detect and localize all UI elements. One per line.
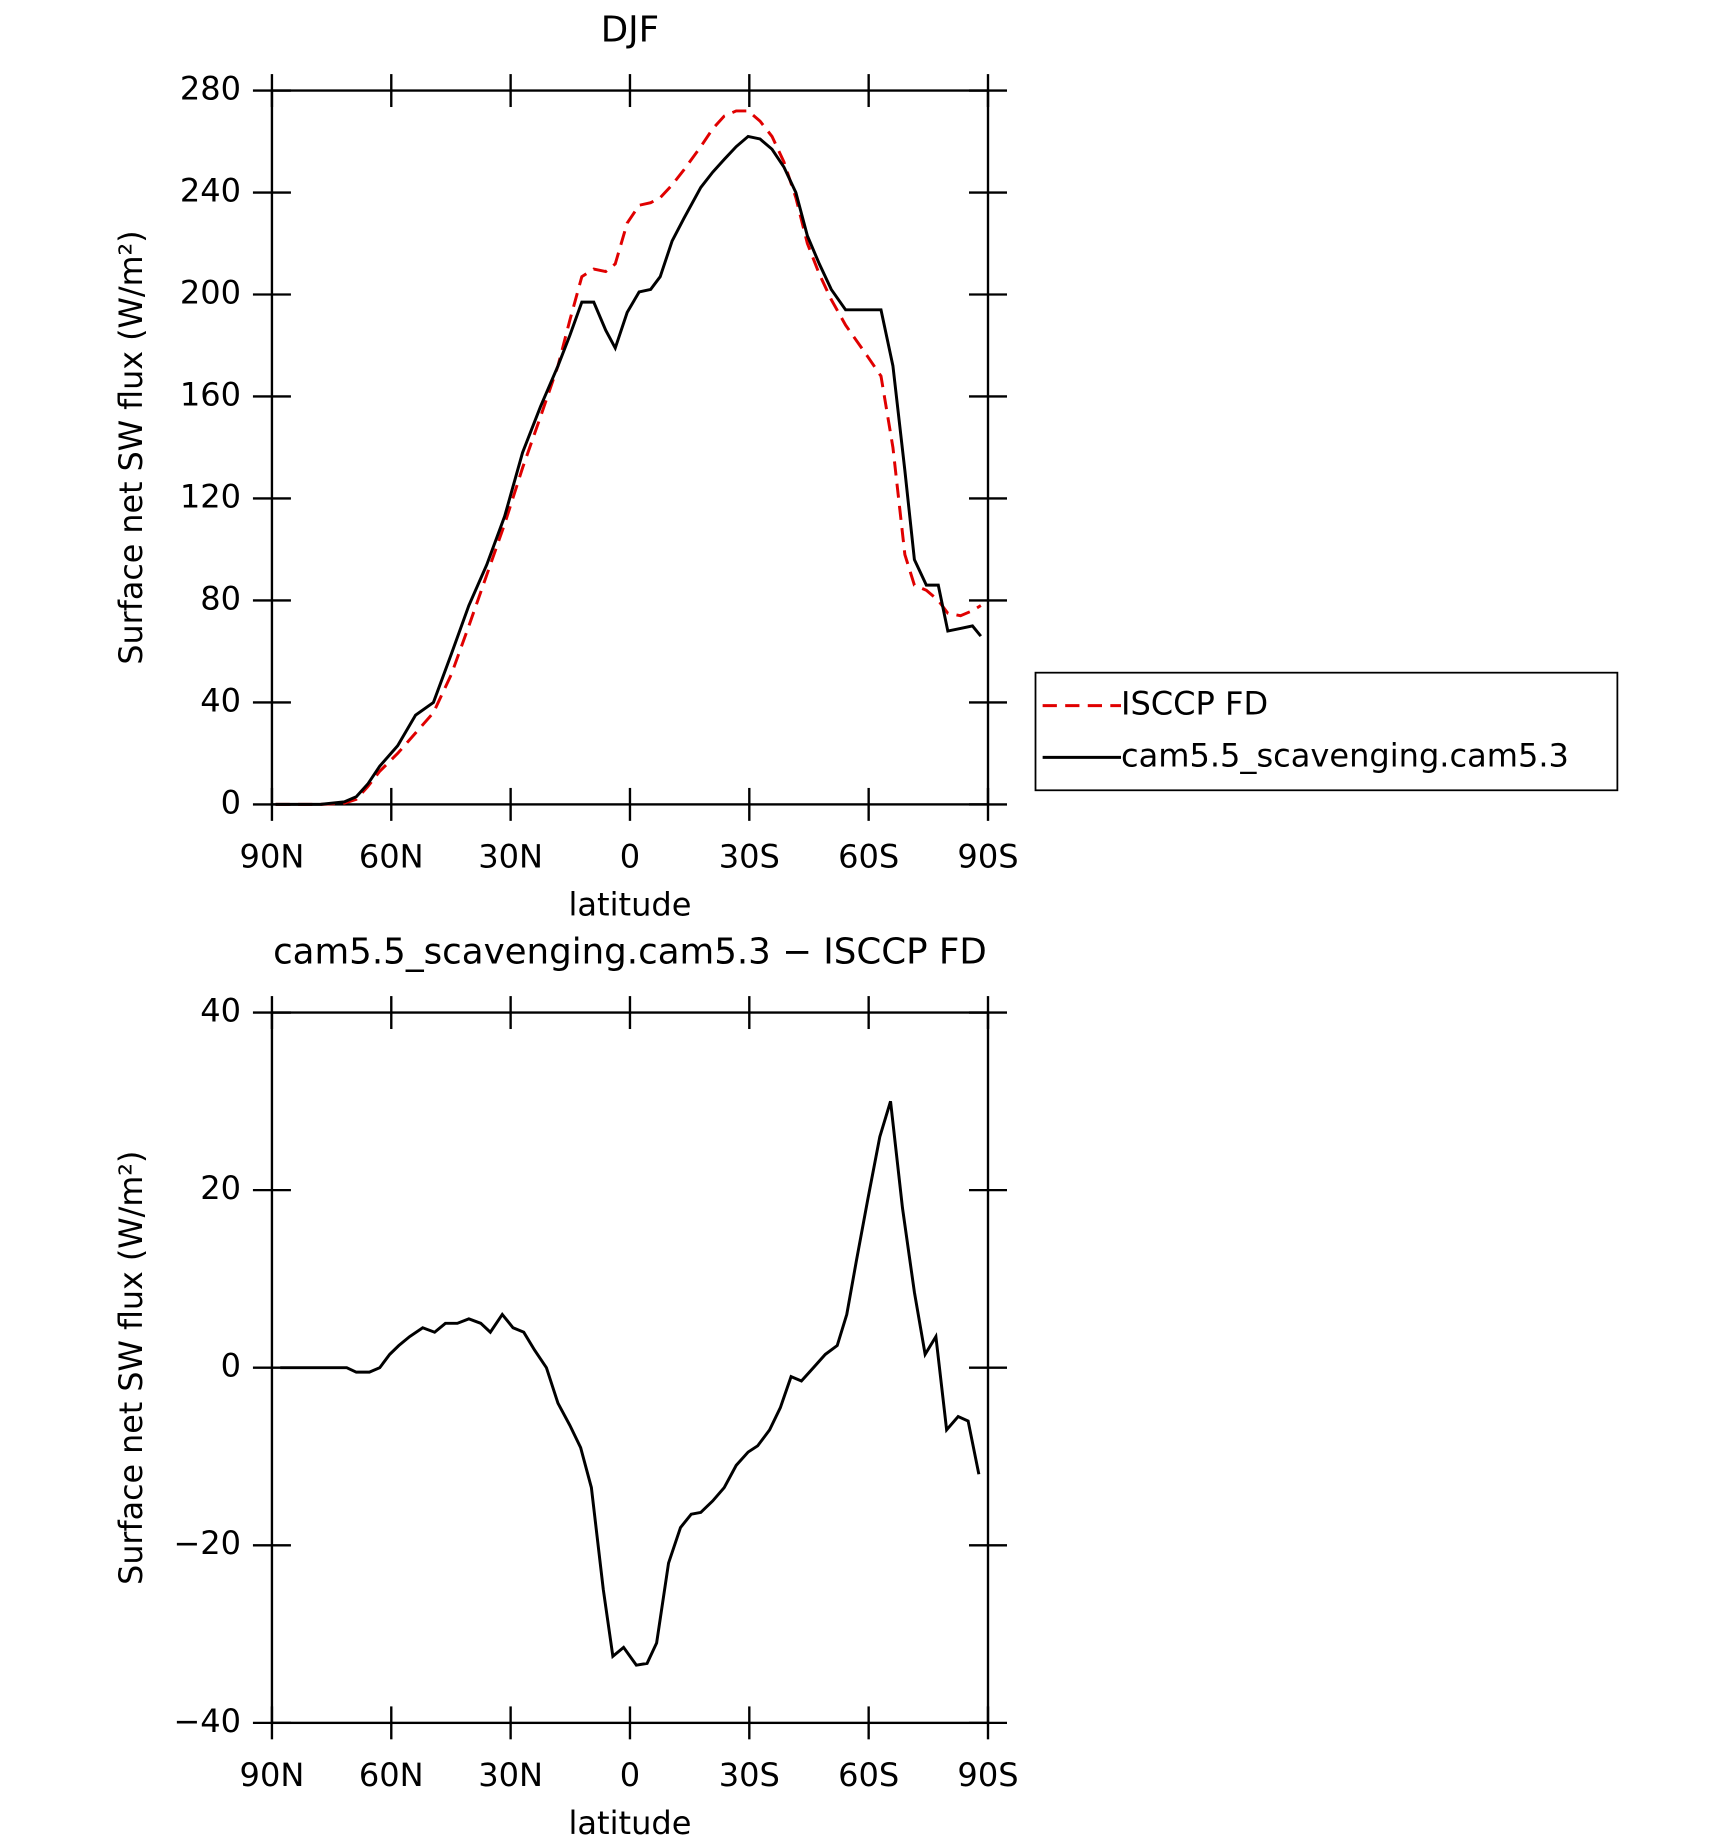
- x-tick-label: 30S: [719, 1756, 780, 1794]
- x-tick-label: 90N: [240, 838, 305, 876]
- x-tick-label: 90N: [240, 1756, 305, 1794]
- y-tick-label: 40: [200, 682, 241, 720]
- x-tick-label: 60N: [359, 838, 424, 876]
- y-axis-label: Surface net SW flux (W/m²): [112, 230, 150, 664]
- y-tick-label: 280: [180, 70, 241, 108]
- x-tick-label: 90S: [957, 1756, 1018, 1794]
- data-line: [280, 1100, 981, 1667]
- y-tick-label: 240: [180, 172, 241, 210]
- x-tick-label: 60N: [359, 1756, 424, 1794]
- x-tick-label: 60S: [838, 838, 899, 876]
- y-axis-label: Surface net SW flux (W/m²): [112, 1151, 150, 1585]
- y-tick-label: 0: [221, 1347, 241, 1385]
- y-tick-label: 80: [200, 580, 241, 618]
- plot-frame: [270, 1011, 990, 1725]
- legend-box: [1034, 671, 1619, 792]
- y-tick-label: −20: [173, 1524, 241, 1562]
- legend-label: cam5.5_scavenging.cam5.3: [1121, 736, 1569, 774]
- x-tick-label: 0: [620, 1756, 640, 1794]
- y-tick-label: 40: [200, 992, 241, 1030]
- y-tick-label: 200: [180, 274, 241, 312]
- chart-title: DJF: [601, 10, 659, 51]
- legend-label: ISCCP FD: [1121, 685, 1268, 723]
- x-tick-label: 30N: [478, 1756, 543, 1794]
- data-line: [275, 134, 982, 806]
- y-tick-label: 0: [221, 784, 241, 822]
- y-tick-label: 120: [180, 478, 241, 516]
- x-tick-label: 90S: [957, 838, 1018, 876]
- y-tick-label: 160: [180, 376, 241, 414]
- chart-title: cam5.5_scavenging.cam5.3 − ISCCP FD: [273, 932, 987, 973]
- y-tick-label: 20: [200, 1169, 241, 1207]
- x-axis-label: latitude: [568, 886, 691, 924]
- data-line: [275, 109, 982, 806]
- x-axis-label: latitude: [568, 1804, 691, 1842]
- x-tick-label: 60S: [838, 1756, 899, 1794]
- plot-frame: [270, 89, 990, 806]
- x-tick-label: 30S: [719, 838, 780, 876]
- y-tick-label: −40: [173, 1702, 241, 1740]
- x-tick-label: 30N: [478, 838, 543, 876]
- x-tick-label: 0: [620, 838, 640, 876]
